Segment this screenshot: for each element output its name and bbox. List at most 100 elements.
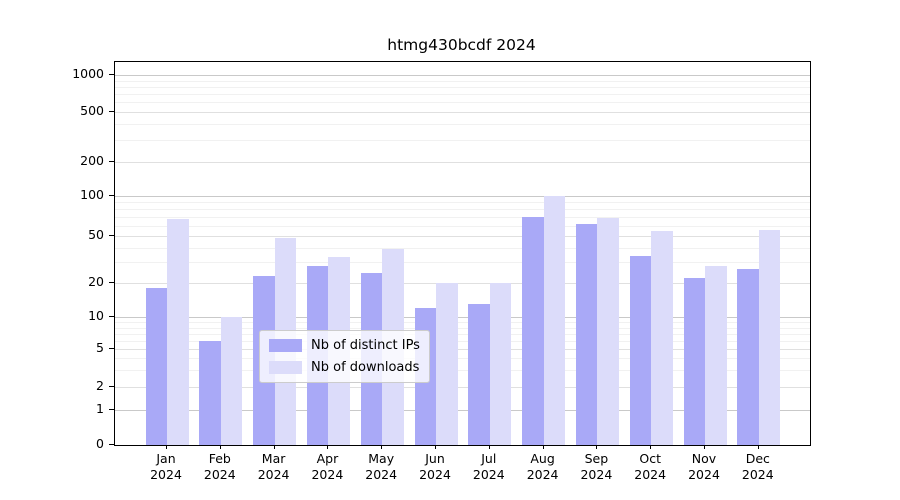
x-tick-mark: [381, 445, 383, 449]
gridline: [115, 216, 810, 218]
x-tick-month: Sep: [584, 451, 609, 466]
x-tick-label: Oct 2024: [618, 451, 682, 482]
x-tick-mark: [757, 445, 759, 449]
gridline: [115, 410, 810, 411]
bar-downloads: [758, 229, 781, 445]
x-tick-year: 2024: [688, 466, 720, 482]
y-tick-label: 50: [88, 227, 104, 243]
y-tick-mark: [109, 409, 114, 410]
legend: Nb of distinct IPs Nb of downloads: [259, 330, 430, 383]
x-tick-label: Nov 2024: [672, 451, 736, 482]
x-tick-mark: [596, 445, 598, 449]
x-tick-month: Nov: [691, 451, 717, 466]
x-tick-label: Feb 2024: [188, 451, 252, 482]
y-tick-label: 5: [96, 340, 104, 355]
gridline: [115, 340, 810, 342]
bar-ips: [468, 304, 490, 445]
y-tick-mark: [109, 386, 114, 387]
legend-swatch-ips: [269, 339, 302, 352]
x-tick-year: 2024: [741, 466, 774, 482]
y-tick-mark: [109, 348, 114, 349]
legend-row: Nb of distinct IPs: [269, 338, 420, 353]
y-tick-mark: [109, 235, 114, 237]
x-tick-month: Jul: [481, 451, 497, 466]
x-tick-month: Jan: [156, 451, 176, 466]
y-tick-label: 10: [88, 308, 104, 324]
x-tick-mark: [273, 445, 275, 449]
gridline: [115, 86, 810, 88]
x-tick-label: Sep 2024: [564, 451, 628, 482]
legend-row: Nb of downloads: [269, 360, 420, 375]
x-tick-mark: [219, 445, 221, 449]
y-tick-label: 0: [96, 436, 104, 451]
gridline: [115, 225, 810, 227]
gridline: [115, 75, 810, 76]
bar-downloads: [167, 219, 189, 445]
x-tick-year: 2024: [150, 466, 182, 482]
y-tick-mark: [109, 444, 114, 445]
gridline: [115, 236, 810, 238]
plot-area: [114, 61, 811, 446]
x-tick-mark: [704, 445, 705, 449]
y-tick-label: 500: [80, 103, 104, 118]
x-tick-mark: [327, 445, 329, 449]
gridline: [115, 102, 810, 104]
x-tick-year: 2024: [472, 466, 505, 482]
gridline: [115, 208, 810, 210]
gridline: [115, 247, 810, 249]
bar-ips: [145, 287, 167, 445]
x-tick-mark: [488, 445, 490, 449]
gridline: [115, 349, 810, 350]
x-tick-month: Mar: [261, 451, 286, 466]
x-tick-label: Dec 2024: [726, 451, 790, 482]
y-tick-label: 1: [96, 401, 104, 416]
x-tick-year: 2024: [580, 466, 613, 482]
gridline: [115, 262, 810, 264]
bar-ips: [629, 255, 652, 445]
x-tick-label: Aug 2024: [511, 451, 575, 482]
x-tick-mark: [166, 445, 167, 449]
y-tick-mark: [109, 195, 114, 196]
bar-downloads: [543, 196, 566, 445]
gridline: [115, 112, 810, 113]
gridline: [115, 322, 810, 324]
y-tick-label: 20: [88, 273, 104, 289]
gridline: [115, 162, 810, 163]
x-tick-month: Feb: [208, 451, 231, 466]
x-tick-year: 2024: [311, 466, 344, 482]
x-tick-label: Apr 2024: [295, 451, 359, 482]
x-tick-label: Mar 2024: [242, 451, 306, 482]
x-tick-year: 2024: [634, 466, 667, 482]
gridline: [115, 202, 810, 204]
x-tick-year: 2024: [365, 466, 398, 482]
gridline: [115, 139, 810, 141]
x-tick-year: 2024: [203, 466, 236, 482]
x-tick-year: 2024: [526, 466, 559, 482]
x-tick-mark: [542, 445, 544, 449]
gridline: [115, 387, 810, 388]
legend-swatch-downloads: [269, 361, 302, 374]
y-tick-mark: [109, 316, 114, 318]
gridline: [115, 327, 810, 329]
bar-ips: [199, 340, 221, 445]
bar-downloads: [651, 230, 673, 445]
x-tick-label: Jan 2024: [134, 451, 198, 482]
y-tick-label: 200: [80, 153, 104, 168]
x-tick-label: Jun 2024: [403, 451, 467, 482]
bar-ips: [737, 269, 759, 445]
gridline: [115, 196, 810, 197]
bar-ips: [522, 216, 544, 445]
x-tick-mark: [650, 445, 652, 449]
gridline: [115, 282, 810, 284]
legend-label: Nb of downloads: [311, 360, 420, 375]
gridline: [115, 317, 810, 319]
x-tick-year: 2024: [257, 466, 290, 482]
y-tick-label: 100: [80, 187, 104, 202]
y-tick-label: 2: [96, 378, 104, 393]
bar-ips: [683, 277, 705, 445]
gridline: [115, 124, 810, 126]
x-tick-month: Dec: [745, 451, 770, 466]
bar-downloads: [436, 282, 458, 445]
gridline: [115, 333, 810, 335]
